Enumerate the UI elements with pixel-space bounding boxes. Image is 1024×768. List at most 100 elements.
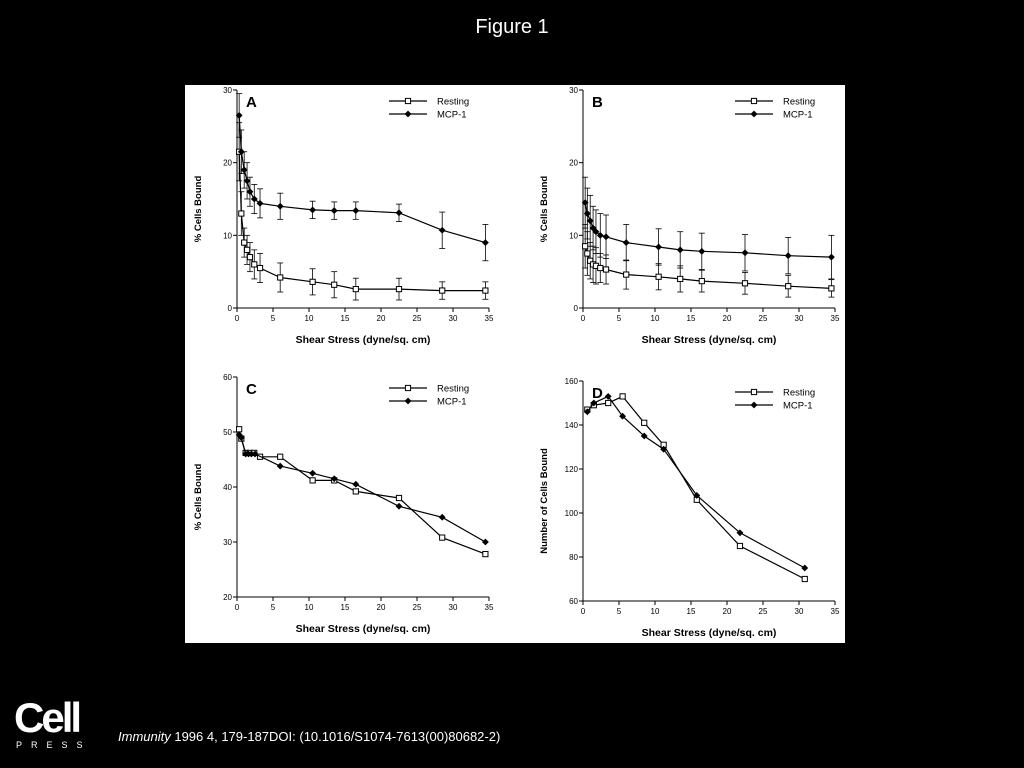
data-point (592, 228, 600, 236)
x-tick-label: 10 (305, 314, 314, 323)
data-point (482, 287, 489, 294)
data-point (309, 206, 317, 214)
data-point (481, 538, 489, 546)
data-point (237, 434, 245, 441)
y-axis-title: % Cells Bound (193, 176, 204, 243)
panel-label: A (246, 94, 257, 111)
legend-marker (750, 401, 758, 409)
panel-label: C (246, 381, 257, 398)
data-point (438, 513, 446, 521)
x-tick-label: 35 (485, 603, 494, 612)
data-point (439, 534, 446, 541)
x-tick-label: 30 (449, 314, 458, 323)
data-point (236, 426, 243, 433)
data-point (602, 266, 610, 273)
x-tick-label: 0 (235, 603, 240, 612)
y-axis-title: Number of Cells Bound (539, 448, 550, 554)
x-tick-label: 20 (723, 314, 732, 323)
data-point (352, 286, 359, 293)
legend-marker (404, 384, 412, 392)
data-point (641, 419, 648, 426)
legend-marker (750, 388, 758, 396)
data-point (604, 392, 612, 400)
data-point (352, 488, 359, 495)
citation-details: 1996 4, 179-187DOI: (10.1016/S1074-7613(… (170, 729, 501, 744)
x-tick-label: 25 (413, 314, 422, 323)
data-point (698, 247, 706, 255)
x-tick-label: 30 (795, 314, 804, 323)
y-tick-label: 140 (565, 421, 579, 430)
data-point (395, 494, 403, 502)
x-tick-label: 15 (341, 603, 350, 612)
y-axis-title: % Cells Bound (193, 464, 204, 531)
data-point (741, 280, 749, 287)
data-point (395, 286, 403, 293)
series-mcp-1 (583, 392, 809, 572)
x-axis-title: Shear Stress (dyne/sq. cm) (296, 334, 431, 346)
data-point (623, 271, 630, 278)
x-tick-label: 15 (687, 314, 696, 323)
x-tick-label: 30 (795, 607, 804, 616)
legend-marker (404, 110, 412, 118)
data-point (237, 148, 245, 156)
y-tick-label: 50 (223, 428, 232, 437)
series-line (584, 202, 832, 258)
data-point (581, 199, 589, 207)
x-tick-label: 0 (581, 607, 586, 616)
data-point (251, 261, 258, 268)
series-resting (582, 224, 835, 298)
legend-marker (750, 97, 758, 105)
data-point (801, 575, 808, 583)
data-point (276, 202, 284, 210)
x-tick-label: 35 (485, 314, 494, 323)
series-line (584, 246, 832, 289)
citation: Immunity 1996 4, 179-187DOI: (10.1016/S1… (118, 729, 500, 744)
data-point (785, 283, 792, 290)
legend-marker (750, 110, 758, 118)
data-point (582, 243, 589, 250)
x-tick-label: 10 (651, 314, 660, 323)
data-point (251, 450, 259, 458)
data-point (590, 399, 598, 407)
data-point (309, 477, 316, 484)
data-point (605, 399, 612, 407)
data-point (241, 239, 248, 246)
data-point (676, 246, 684, 254)
x-tick-label: 35 (831, 607, 840, 616)
data-point (330, 207, 338, 215)
data-point (243, 246, 251, 253)
legend-marker (404, 97, 412, 105)
y-tick-label: 100 (565, 509, 579, 518)
data-point (741, 249, 749, 257)
panel-label: D (592, 385, 603, 402)
y-tick-label: 40 (223, 483, 232, 492)
data-point (395, 209, 403, 217)
x-tick-label: 5 (617, 314, 622, 323)
legend-label: MCP-1 (437, 110, 467, 121)
data-point (256, 264, 264, 272)
y-axis-title: % Cells Bound (539, 176, 550, 243)
x-tick-label: 0 (235, 314, 240, 323)
x-tick-label: 5 (271, 603, 276, 612)
x-tick-label: 25 (759, 607, 768, 616)
figure-panel: 0 5 10 15 20 25 30 35 0 10 20 30 Shear Stress (dyne/… (185, 85, 845, 643)
data-point (698, 278, 705, 285)
data-point (677, 275, 684, 283)
data-point (309, 469, 317, 477)
y-tick-label: 160 (565, 377, 579, 386)
data-point (602, 233, 610, 241)
y-tick-label: 10 (569, 231, 578, 240)
y-tick-label: 60 (569, 597, 578, 606)
series-mcp-1 (235, 93, 489, 262)
data-point (827, 253, 835, 261)
data-point (256, 199, 264, 207)
y-tick-label: 30 (223, 86, 232, 95)
x-tick-label: 10 (651, 607, 660, 616)
data-point (801, 564, 809, 572)
series-mcp-1 (581, 176, 835, 280)
data-point (238, 210, 245, 217)
chart-panel-b: 0 5 10 15 20 25 30 35 0 10 20 30 Shear Stress (dyne/… (539, 86, 840, 346)
data-point (586, 217, 594, 225)
series-line (238, 115, 486, 244)
data-point (481, 239, 489, 247)
